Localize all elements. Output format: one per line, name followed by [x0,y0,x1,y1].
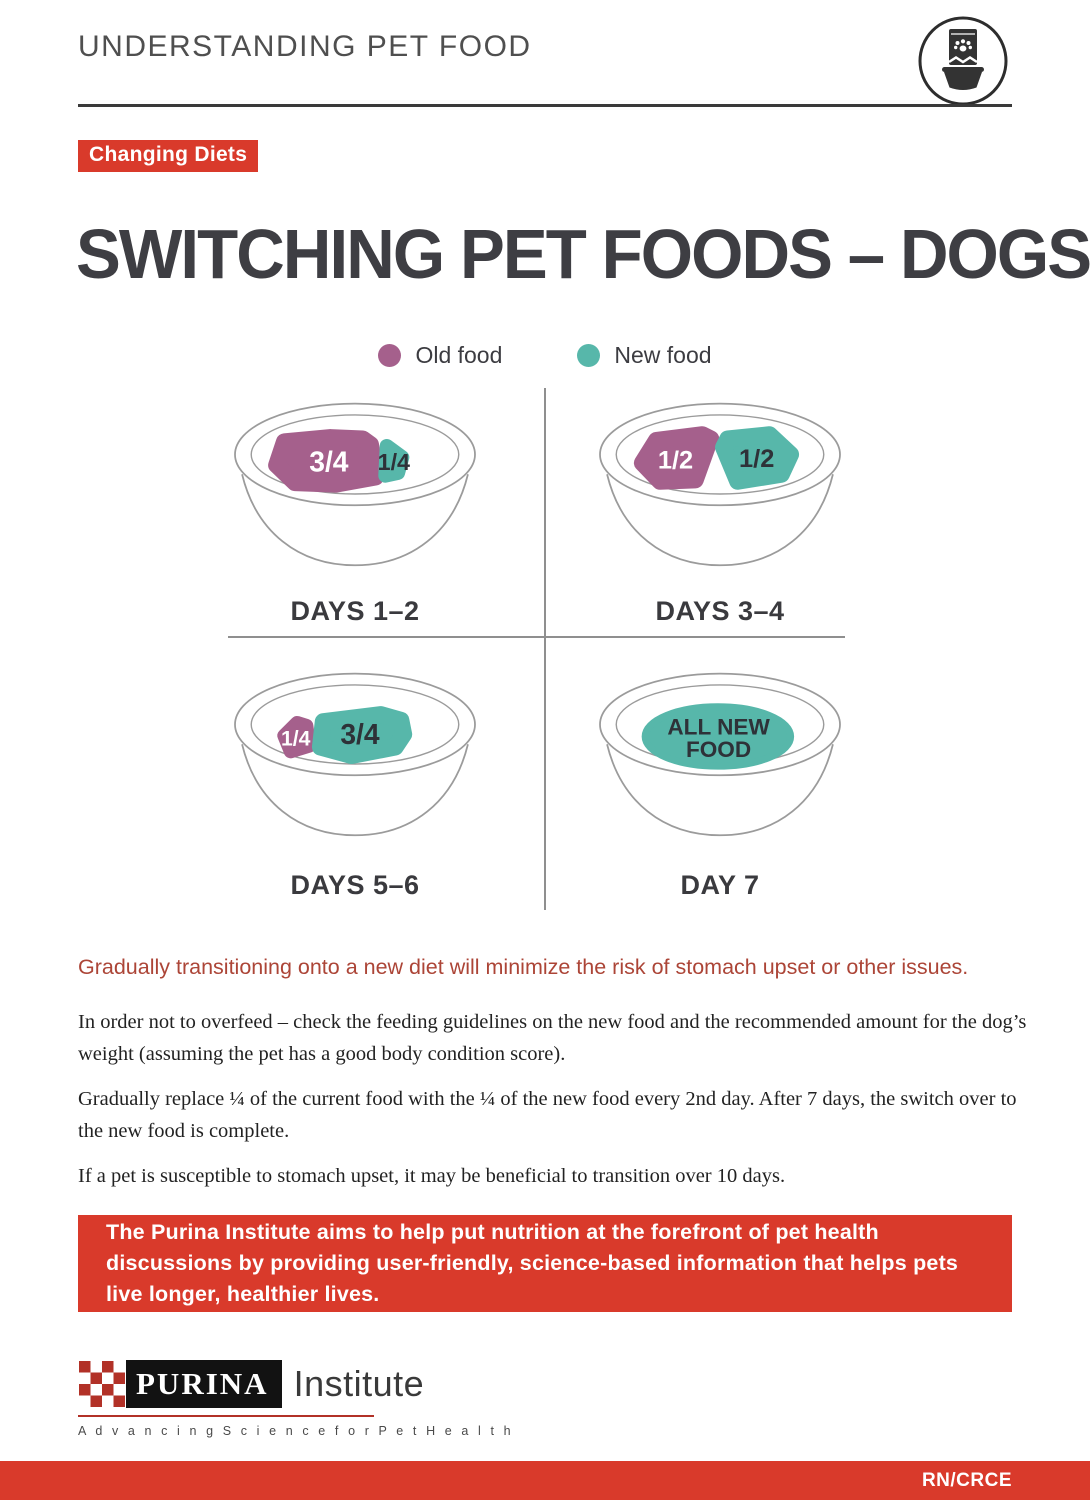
legend-item-new-food: New food [577,342,712,369]
bowl-label-days-1-2: DAYS 1–2 [290,596,420,626]
fraction-old-days-1-2: 3/4 [309,445,349,477]
highlight-sentence: Gradually transitioning onto a new diet … [78,955,969,979]
paragraph-overfeed: In order not to overfeed – check the fee… [78,1011,1027,1065]
logo-tagline: A d v a n c i n g S c i e n c e f o r P … [78,1424,514,1438]
purina-checkerboard-icon [78,1360,126,1408]
bowl-label-days-5-6: DAYS 5–6 [290,870,420,900]
bowl-label-days-3-4: DAYS 3–4 [655,596,785,626]
legend-label-old-food: Old food [415,342,503,368]
all-new-food-label-line2: FOOD [686,737,751,762]
page-header-title: UNDERSTANDING PET FOOD [78,30,532,63]
new-food-dot-icon [577,344,601,367]
page-title: SWITCHING PET FOODS – DOGS [76,215,1090,293]
legend-label-new-food: New food [614,342,712,368]
quadrant-divider-horizontal [228,636,845,638]
bowl-diagram-days-1-2: 3/4 1/4 [234,402,476,567]
purina-logo-box: PURINA [78,1360,282,1408]
banner-text: The Purina Institute aims to help put nu… [106,1220,959,1306]
fraction-new-days-5-6: 3/4 [340,718,380,750]
purina-institute-banner: The Purina Institute aims to help put nu… [78,1215,1012,1312]
old-food-dot-icon [378,344,402,367]
logo-divider [78,1415,374,1417]
category-badge: Changing Diets [78,140,259,172]
bowl-label-day-7: DAY 7 [680,870,760,900]
footer-bar: RN/CRCE [0,1461,1090,1500]
fraction-old-days-3-4: 1/2 [658,447,693,475]
bowl-diagram-day-7: ALL NEW FOOD [599,672,841,837]
paragraph-sensitive-pets: If a pet is susceptible to stomach upset… [78,1165,786,1187]
paragraph-replace-schedule: Gradually replace ¼ of the current food … [78,1088,1017,1142]
fraction-new-days-3-4: 1/2 [739,445,774,473]
legend-item-old-food: Old food [378,342,502,369]
purina-wordmark: PURINA [136,1366,269,1401]
purina-institute-logo: PURINA Institute A d v a n c i n g S c i… [78,1360,514,1438]
footer-code: RN/CRCE [921,1469,1012,1491]
body-text: In order not to overfeed – check the fee… [78,1006,1043,1205]
all-new-food-label-line1: ALL NEW [667,714,770,739]
fraction-old-days-5-6: 1/4 [281,728,311,751]
header-divider [78,104,1012,107]
bowl-diagram-days-3-4: 1/2 1/2 [599,402,841,567]
pet-food-bag-and-bowl-icon [918,16,1008,106]
legend: Old food New food [0,342,1090,369]
bowl-diagram-days-5-6: 1/4 3/4 [234,672,476,837]
quadrant-divider-vertical [544,388,546,910]
institute-wordmark: Institute [293,1363,425,1404]
fraction-new-days-1-2: 1/4 [378,449,410,475]
